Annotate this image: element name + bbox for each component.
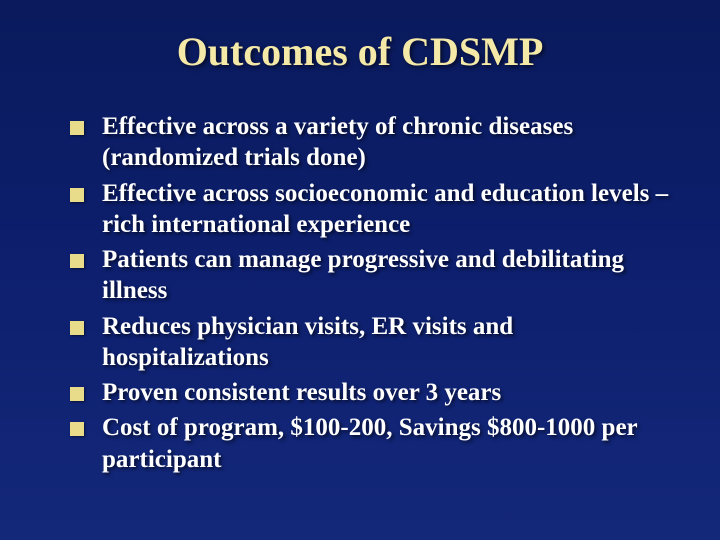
list-item: Effective across a variety of chronic di…	[70, 111, 670, 174]
square-bullet-icon	[70, 321, 84, 335]
bullet-text: Proven consistent results over 3 years	[102, 377, 501, 408]
square-bullet-icon	[70, 254, 84, 268]
list-item: Cost of program, $100-200, Savings $800-…	[70, 412, 670, 475]
list-item: Effective across socioeconomic and educa…	[70, 178, 670, 241]
list-item: Proven consistent results over 3 years	[70, 377, 670, 408]
list-item: Reduces physician visits, ER visits and …	[70, 311, 670, 374]
slide-title: Outcomes of CDSMP	[50, 28, 670, 75]
list-item: Patients can manage progressive and debi…	[70, 244, 670, 307]
square-bullet-icon	[70, 121, 84, 135]
bullet-list: Effective across a variety of chronic di…	[50, 111, 670, 475]
square-bullet-icon	[70, 188, 84, 202]
bullet-text: Cost of program, $100-200, Savings $800-…	[102, 412, 670, 475]
square-bullet-icon	[70, 422, 84, 436]
bullet-text: Effective across a variety of chronic di…	[102, 111, 670, 174]
square-bullet-icon	[70, 387, 84, 401]
bullet-text: Patients can manage progressive and debi…	[102, 244, 670, 307]
slide-container: Outcomes of CDSMP Effective across a var…	[0, 0, 720, 540]
bullet-text: Effective across socioeconomic and educa…	[102, 178, 670, 241]
bullet-text: Reduces physician visits, ER visits and …	[102, 311, 670, 374]
